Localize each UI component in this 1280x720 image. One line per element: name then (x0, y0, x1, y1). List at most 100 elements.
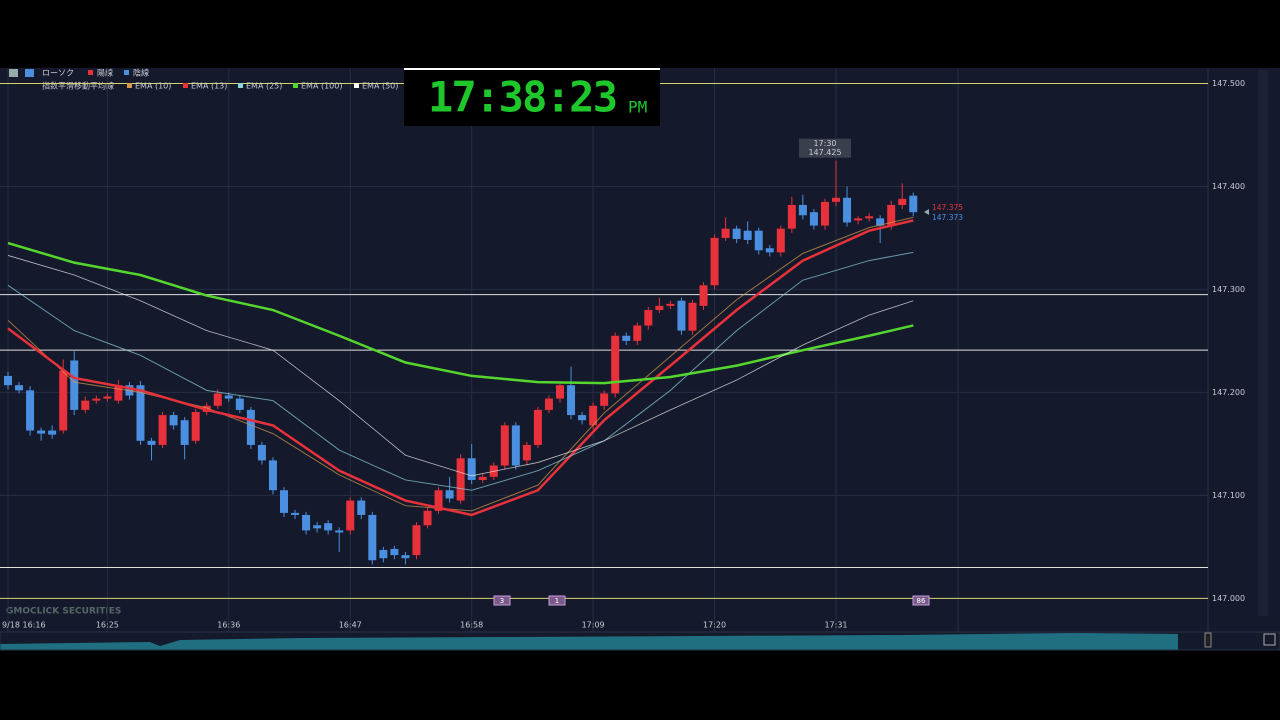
legend-label: EMA (50) (362, 82, 398, 91)
candle-body (578, 415, 587, 421)
candle-body (500, 425, 509, 466)
ema-line (7, 255, 914, 477)
x-tick-label: 17:09 (582, 621, 605, 630)
last-price-label: 147.375 (932, 203, 963, 212)
legend-up: 陽線 (97, 68, 113, 78)
x-tick-label: 16:25 (96, 621, 119, 630)
y-tick-label: 147.400 (1212, 182, 1245, 191)
candle-body (280, 490, 288, 513)
clock-box (404, 68, 660, 126)
candle-body (401, 555, 410, 559)
candle-body (622, 335, 631, 341)
legend-label: EMA (10) (135, 82, 171, 91)
candle-body (335, 530, 344, 533)
candle-body (765, 248, 774, 253)
legend-chart-type: ローソク (42, 69, 74, 78)
candle-body (533, 409, 542, 445)
candle-body (854, 218, 863, 221)
candle-body (467, 458, 476, 480)
last-price-label: 147.373 (932, 213, 963, 222)
legend-swatch (88, 70, 93, 75)
candle-body (291, 512, 300, 515)
candle-body (224, 395, 233, 399)
navigator[interactable] (0, 631, 1280, 651)
clock-period: PM (628, 98, 647, 117)
candle-body (434, 490, 443, 511)
candle-body (213, 393, 222, 406)
candle-body (48, 430, 57, 435)
candle-body (589, 405, 598, 426)
candle-body (313, 525, 322, 529)
navigator-area (0, 633, 1178, 650)
candle-body (732, 228, 741, 239)
ema-line (7, 219, 914, 517)
candle-body (136, 385, 145, 441)
ema-line (7, 251, 914, 491)
candle-body (445, 490, 454, 499)
event-marker-label: 86 (917, 597, 926, 605)
candle-body (368, 514, 377, 561)
candle-body (743, 230, 752, 240)
fullscreen-button[interactable] (1263, 633, 1276, 646)
candle-body (257, 444, 266, 461)
candle-body (544, 398, 553, 410)
candle-body (235, 398, 244, 410)
candle-body (412, 525, 421, 556)
legend-indicator: 指数平滑移動平均線 (42, 81, 114, 91)
navigator-handle[interactable] (1204, 632, 1212, 648)
candle-body (611, 335, 620, 394)
toggle-icon[interactable] (25, 69, 34, 77)
candle-body (865, 216, 874, 219)
plot: 9/18 16:16 16:25 16:36 16:47 16:58 17:09 17:20… (0, 68, 1245, 632)
candle-body (379, 549, 388, 559)
candle-body (346, 500, 355, 531)
candle-body (787, 204, 796, 229)
candle-body (158, 415, 167, 445)
candle-body (887, 204, 896, 226)
candle-body (81, 400, 90, 410)
candle-body (423, 510, 432, 526)
menu-icon[interactable] (9, 69, 18, 77)
candle-body (114, 385, 123, 401)
y-tick-label: 147.300 (1212, 285, 1245, 294)
candle-body (699, 285, 708, 306)
candle-body (776, 228, 785, 253)
x-tick-label: 16:47 (339, 621, 362, 630)
chart-panel (0, 68, 1280, 650)
candle-body (268, 460, 277, 491)
candle-body (644, 310, 653, 326)
candle-body (898, 198, 907, 205)
candle-body (92, 398, 101, 401)
legend-swatch (238, 83, 243, 88)
candle-body (59, 370, 68, 431)
candle-body (180, 420, 189, 445)
event-marker-label: 1 (555, 597, 559, 605)
candle-body (556, 385, 564, 399)
tooltip-box (799, 138, 851, 158)
candle-body (324, 523, 333, 531)
candle-body (456, 458, 465, 501)
candle-body (390, 548, 399, 556)
event-marker-label: 3 (500, 597, 504, 605)
candle-body (15, 385, 24, 391)
candle-body (478, 476, 487, 480)
candle-body (633, 325, 642, 341)
candle-body (809, 212, 818, 226)
candle-body (191, 411, 200, 441)
candle-body (820, 201, 829, 226)
candle-body (103, 396, 112, 399)
legend-swatch (127, 83, 132, 88)
price-axis (1208, 68, 1280, 632)
scrollbar[interactable] (1258, 70, 1268, 616)
candle-body (511, 425, 520, 466)
tooltip-price: 147.425 (808, 148, 841, 157)
y-tick-label: 147.100 (1212, 491, 1245, 500)
legend-swatch (183, 83, 188, 88)
legend-label: EMA (100) (301, 82, 342, 91)
event-marker (548, 595, 566, 606)
legend-swatch (124, 70, 129, 75)
candle-body (4, 375, 12, 386)
legend-label: EMA (25) (246, 82, 282, 91)
legend-swatch (354, 83, 359, 88)
